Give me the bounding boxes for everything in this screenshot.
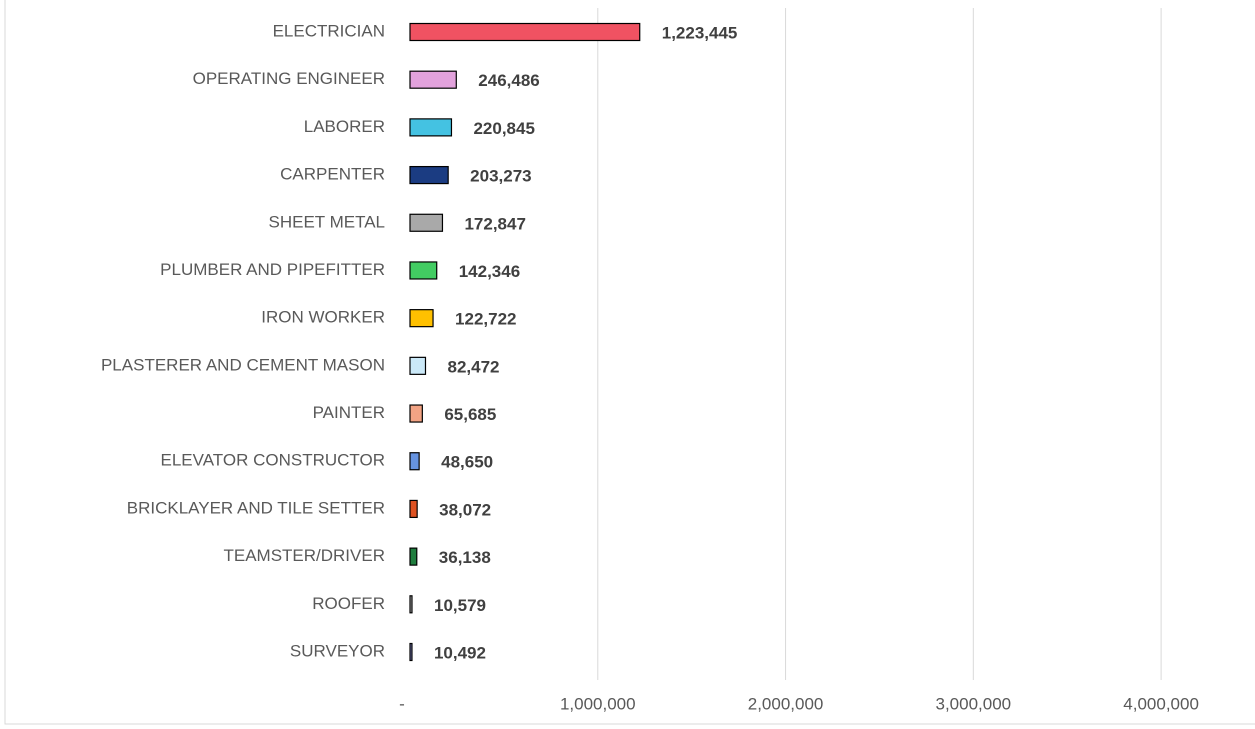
data-label: 10,492 xyxy=(434,643,486,662)
y-tick-label: PAINTER xyxy=(313,403,385,422)
data-label: 122,722 xyxy=(455,310,516,329)
data-label: 203,273 xyxy=(470,167,531,186)
bar xyxy=(409,22,641,42)
data-label: 48,650 xyxy=(441,453,493,472)
x-tick-label: 2,000,000 xyxy=(748,694,824,713)
x-tick-label: 3,000,000 xyxy=(936,694,1012,713)
data-label: 172,847 xyxy=(464,214,525,233)
bar xyxy=(409,118,453,137)
chart-border xyxy=(4,0,1255,725)
data-label: 82,472 xyxy=(447,357,499,376)
bar xyxy=(409,595,413,614)
data-label: 36,138 xyxy=(439,548,491,567)
bar xyxy=(409,642,413,662)
bar xyxy=(409,165,449,185)
y-tick-label: PLASTERER AND CEMENT MASON xyxy=(101,355,385,374)
data-label: 220,845 xyxy=(473,119,534,138)
bar xyxy=(409,213,444,232)
x-tick-label: - xyxy=(399,694,405,713)
data-label: 246,486 xyxy=(478,71,539,90)
y-tick-label: BRICKLAYER AND TILE SETTER xyxy=(127,498,385,517)
y-tick-label: ELEVATOR CONSTRUCTOR xyxy=(161,451,386,470)
data-label: 38,072 xyxy=(439,500,491,519)
y-tick-label: ROOFER xyxy=(312,594,385,613)
y-tick-label: TEAMSTER/DRIVER xyxy=(223,546,385,565)
y-tick-label: SHEET METAL xyxy=(268,212,385,231)
bar xyxy=(409,499,418,519)
data-label: 142,346 xyxy=(459,262,520,281)
y-tick-label: OPERATING ENGINEER xyxy=(193,69,385,88)
y-tick-label: IRON WORKER xyxy=(261,308,385,327)
x-tick-label: 4,000,000 xyxy=(1123,694,1199,713)
y-tick-label: SURVEYOR xyxy=(290,641,385,660)
bar xyxy=(409,309,434,328)
data-label: 65,685 xyxy=(444,405,496,424)
bar xyxy=(409,70,457,89)
data-label: 10,579 xyxy=(434,596,486,615)
data-label: 1,223,445 xyxy=(662,23,738,42)
y-tick-label: ELECTRICIAN xyxy=(273,21,385,40)
x-tick-label: 1,000,000 xyxy=(560,694,636,713)
y-tick-label: LABORER xyxy=(304,117,385,136)
bar xyxy=(409,261,438,280)
bar xyxy=(409,404,423,423)
bar xyxy=(409,452,420,471)
bar xyxy=(409,356,427,375)
y-tick-label: PLUMBER AND PIPEFITTER xyxy=(160,260,385,279)
y-tick-label: CARPENTER xyxy=(280,165,385,184)
bar xyxy=(409,547,418,566)
